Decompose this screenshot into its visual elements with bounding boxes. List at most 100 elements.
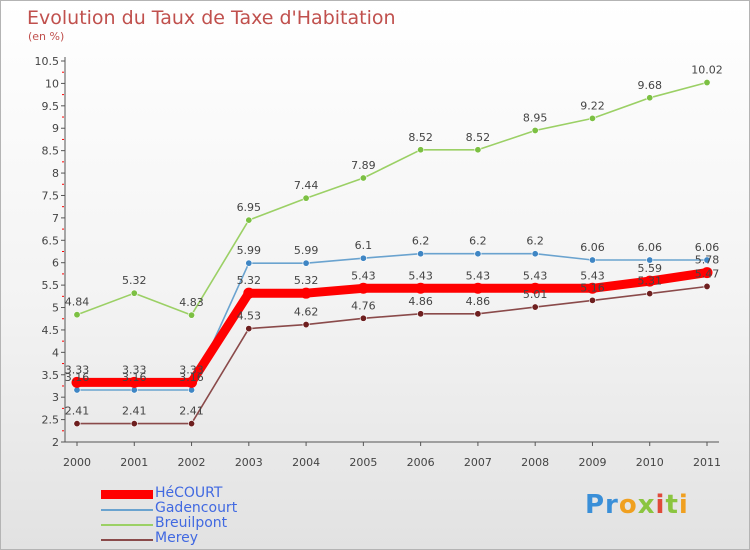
- data-point-gadencourt: [646, 256, 654, 264]
- x-tick-label: 2004: [292, 456, 320, 469]
- data-point-hecourt: [586, 282, 598, 294]
- x-tick-label: 2001: [120, 456, 148, 469]
- data-label-hecourt: 5.43: [466, 269, 491, 282]
- data-point-breuilpont: [531, 126, 539, 134]
- x-tick-label: 2008: [521, 456, 549, 469]
- legend: HéCOURT Gadencourt Breuilpont Merey: [101, 485, 321, 547]
- data-label-hecourt: 5.43: [523, 269, 548, 282]
- y-tick-label: 10: [45, 77, 59, 90]
- data-point-breuilpont: [245, 216, 253, 224]
- data-label-hecourt: 5.32: [237, 274, 262, 287]
- data-point-merey: [245, 325, 253, 333]
- data-point-breuilpont: [302, 194, 310, 202]
- y-tick-label: 2.5: [42, 414, 60, 427]
- series-line-gadencourt: [76, 252, 708, 391]
- data-label-hecourt: 3.33: [65, 363, 90, 376]
- data-point-breuilpont: [703, 79, 711, 87]
- y-tick-label: 5: [52, 302, 59, 315]
- legend-swatch-breuilpont: [101, 524, 153, 526]
- data-label-breuilpont: 5.32: [122, 274, 147, 287]
- data-label-gadencourt: 3.16: [179, 371, 204, 384]
- data-label-hecourt: 5.59: [637, 262, 662, 275]
- data-point-hecourt: [300, 287, 312, 299]
- x-tick-label: 2011: [693, 456, 721, 469]
- data-label-merey: 4.76: [351, 299, 376, 312]
- y-tick-label: 3.5: [42, 369, 60, 382]
- data-point-hecourt: [644, 275, 656, 287]
- data-label-gadencourt: 6.2: [412, 235, 430, 248]
- data-point-breuilpont: [73, 311, 81, 319]
- data-point-merey: [531, 303, 539, 311]
- axes: 2 2.5 3 3.5 4 4.5 5 5.5 6 6.5 7 7.5 8 8.5 9 9.5 10 10.5 20…: [35, 55, 722, 469]
- legend-swatch-hecourt: [101, 490, 153, 499]
- data-point-hecourt: [472, 282, 484, 294]
- data-point-merey: [359, 314, 367, 322]
- data-label-breuilpont: 9.22: [580, 99, 605, 112]
- data-label-merey: 5.47: [695, 267, 720, 280]
- x-tick-label: 2000: [63, 456, 91, 469]
- data-point-gadencourt: [417, 250, 425, 258]
- data-label-merey: 2.41: [179, 405, 204, 418]
- data-point-gadencourt: [703, 256, 711, 264]
- data-label-breuilpont: 6.95: [237, 201, 262, 214]
- data-point-gadencourt: [359, 254, 367, 262]
- series-line-merey: [76, 285, 708, 425]
- data-point-hecourt: [415, 282, 427, 294]
- data-label-breuilpont: 8.52: [466, 131, 491, 144]
- y-tick-label: 6.5: [42, 234, 60, 247]
- x-tick-label: 2003: [235, 456, 263, 469]
- y-tick-label: 6: [52, 257, 59, 270]
- legend-label-breuilpont: Breuilpont: [155, 515, 228, 531]
- data-point-hecourt: [186, 376, 198, 388]
- x-tick-label: 2002: [178, 456, 206, 469]
- data-point-hecourt: [701, 267, 713, 279]
- y-tick-label: 4.5: [42, 324, 60, 337]
- data-label-gadencourt: 6.2: [469, 235, 487, 248]
- data-label-merey: 4.86: [466, 295, 491, 308]
- data-labels: 4.84 5.32 4.83 6.95 7.44 7.89 8.52 8.52 8.95 9.22…: [65, 64, 723, 418]
- data-point-gadencourt: [474, 250, 482, 258]
- y-tick-label: 4: [52, 346, 59, 359]
- y-tick-label: 10.5: [35, 55, 60, 68]
- data-label-gadencourt: 6.06: [695, 241, 720, 254]
- data-point-merey: [188, 420, 196, 428]
- data-point-merey: [646, 290, 654, 298]
- series-line-breuilpont: [76, 81, 708, 316]
- data-point-merey: [474, 310, 482, 318]
- x-tick-label: 2007: [464, 456, 492, 469]
- data-label-merey: 4.86: [408, 295, 433, 308]
- data-point-breuilpont: [417, 146, 425, 154]
- data-label-hecourt: 3.33: [179, 363, 204, 376]
- data-label-gadencourt: 5.99: [237, 244, 262, 257]
- data-label-gadencourt: 6.06: [580, 241, 605, 254]
- data-point-hecourt: [357, 282, 369, 294]
- data-point-hecourt: [71, 376, 83, 388]
- data-label-hecourt: 5.43: [580, 269, 605, 282]
- data-point-merey: [302, 321, 310, 329]
- legend-swatch-merey: [101, 539, 153, 541]
- chart-subtitle: (en %): [28, 30, 65, 43]
- data-label-gadencourt: 3.16: [65, 371, 90, 384]
- data-point-breuilpont: [188, 311, 196, 319]
- data-point-merey: [703, 282, 711, 290]
- data-label-merey: 2.41: [122, 405, 147, 418]
- y-tick-label: 9: [52, 122, 59, 135]
- data-label-breuilpont: 7.89: [351, 159, 376, 172]
- x-tick-label: 2006: [407, 456, 435, 469]
- data-label-merey: 4.53: [237, 310, 262, 323]
- data-point-hecourt: [128, 376, 140, 388]
- data-label-hecourt: 5.32: [294, 274, 319, 287]
- data-label-hecourt: 5.43: [408, 269, 433, 282]
- data-point-breuilpont: [646, 94, 654, 102]
- data-label-merey: 5.31: [637, 275, 662, 288]
- legend-item-breuilpont: Breuilpont: [101, 515, 321, 532]
- data-point-gadencourt: [302, 259, 310, 267]
- data-point-merey: [588, 296, 596, 304]
- data-label-gadencourt: 6.06: [637, 241, 662, 254]
- data-point-breuilpont: [130, 289, 138, 297]
- data-label-gadencourt: 6.2: [526, 235, 544, 248]
- data-point-breuilpont: [588, 114, 596, 122]
- data-label-hecourt: 5.78: [695, 254, 720, 267]
